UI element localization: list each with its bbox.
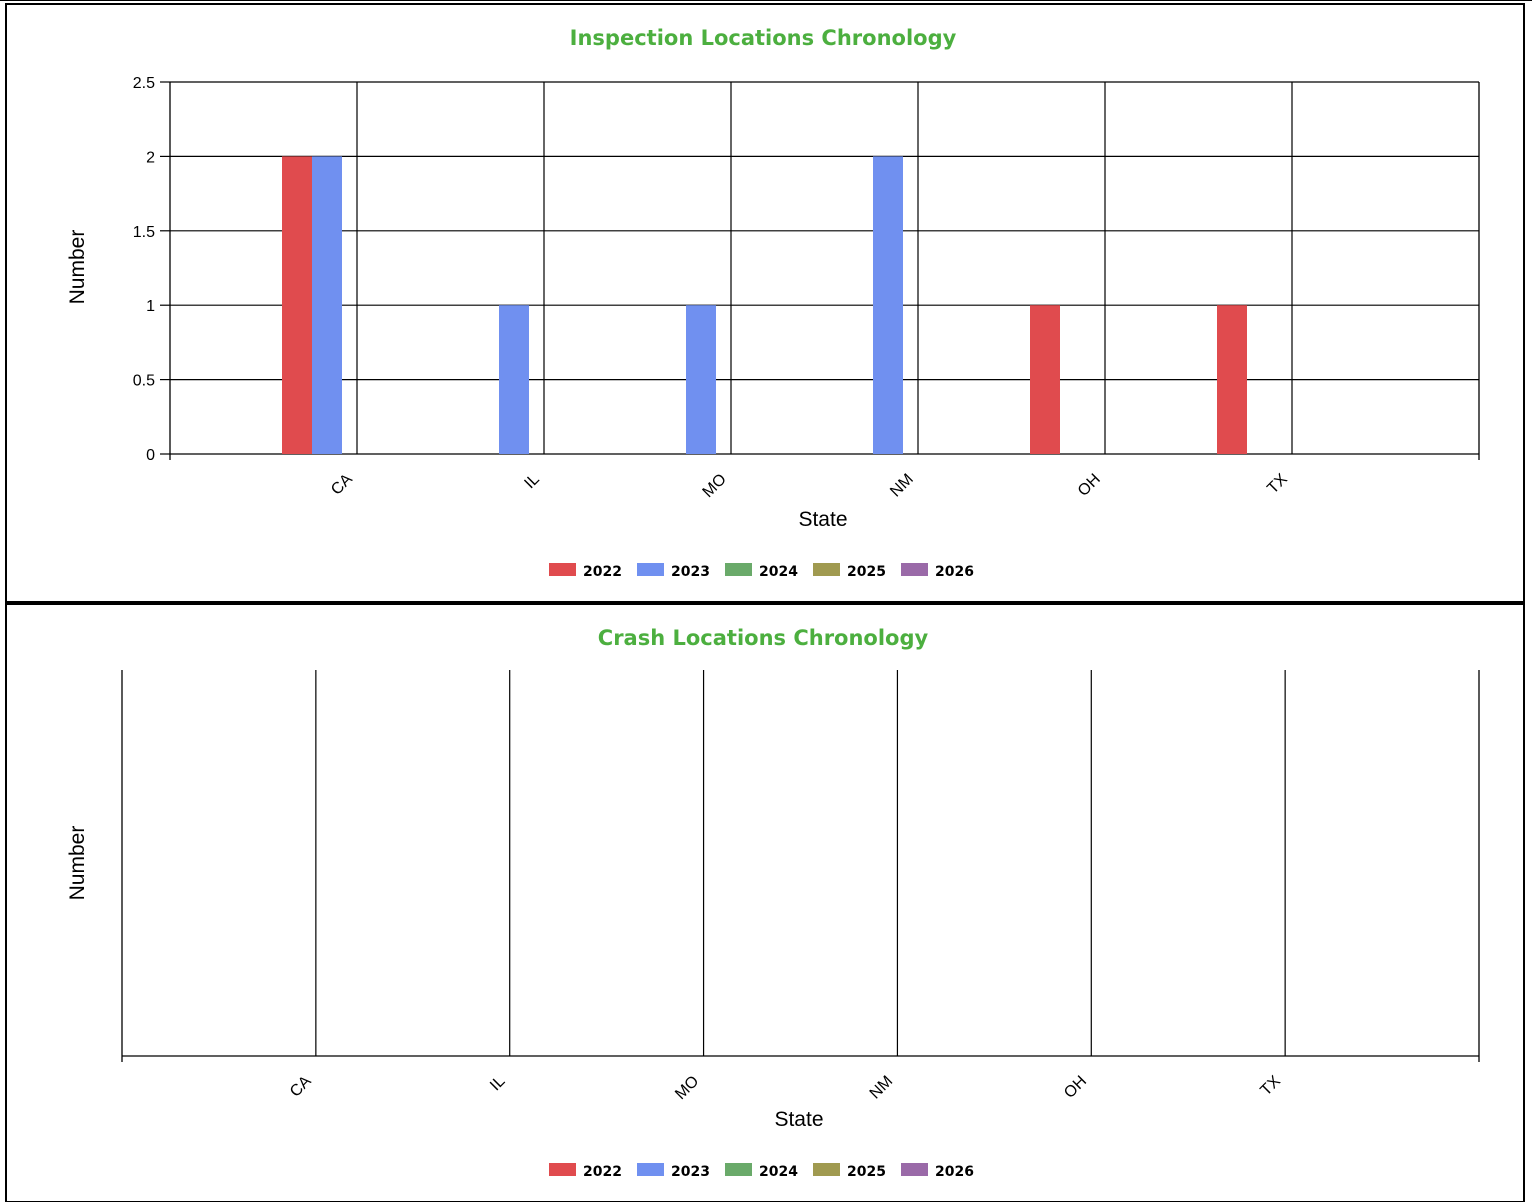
crash-legend-label-2026: 2026: [935, 1164, 974, 1180]
inspection-x-tick-label-ca: CA: [328, 471, 356, 499]
crash-x-tick-label-il: IL: [487, 1073, 509, 1095]
crash-legend-label-2025: 2025: [847, 1164, 886, 1180]
inspection-legend-label-2022: 2022: [583, 564, 622, 580]
crash-legend-label-2023: 2023: [671, 1164, 710, 1180]
inspection-legend-swatch-2022: [549, 563, 576, 576]
inspection-legend-swatch-2025: [813, 563, 840, 576]
crash-chart-panel: Crash Locations Chronology CA IL MO NM OH TX St…: [5, 603, 1525, 1202]
inspection-bar-2022-TX: [1217, 305, 1247, 454]
crash-x-axis-title: State: [774, 1108, 823, 1131]
inspection-x-tick-label-mo: MO: [700, 471, 730, 501]
inspection-legend-swatch-2023: [637, 563, 664, 576]
crash-legend-label-2024: 2024: [759, 1164, 798, 1180]
crash-chart: Crash Locations Chronology CA IL MO NM OH TX St…: [66, 626, 1480, 1180]
inspection-bar-2023-MO: [686, 305, 716, 454]
crash-y-axis-title: Number: [66, 826, 89, 901]
inspection-x-tick-label-tx: TX: [1264, 471, 1291, 498]
crash-legend-swatch-2024: [725, 1163, 752, 1176]
crash-legend-swatch-2023: [637, 1163, 664, 1176]
inspection-y-tick-label: 0: [146, 447, 155, 464]
crash-x-tick-label-nm: NM: [867, 1073, 897, 1103]
crash-x-tick-label-mo: MO: [672, 1073, 702, 1103]
inspection-y-tick-label: 2: [146, 149, 155, 166]
crash-legend: 2022 2023 2024 2025 2026: [549, 1163, 974, 1180]
inspection-legend: 2022 2023 2024 2025 2026: [549, 563, 974, 580]
inspection-bar-2023-NM: [873, 156, 903, 454]
crash-chart-title: Crash Locations Chronology: [598, 626, 929, 650]
inspection-legend-label-2024: 2024: [759, 564, 798, 580]
inspection-x-tick-label-oh: OH: [1075, 471, 1104, 500]
crash-legend-swatch-2025: [813, 1163, 840, 1176]
inspection-legend-label-2026: 2026: [935, 564, 974, 580]
inspection-legend-label-2025: 2025: [847, 564, 886, 580]
inspection-bar-2023-IL: [499, 305, 529, 454]
inspection-x-tick-label-il: IL: [521, 471, 543, 493]
inspection-y-tick-label: 0.5: [133, 373, 155, 390]
inspection-x-tick-label-nm: NM: [887, 471, 917, 501]
page-frame-top: [0, 0, 1532, 4]
inspection-y-tick-label: 1: [146, 298, 155, 315]
crash-x-tick-label-tx: TX: [1257, 1073, 1284, 1100]
crash-legend-label-2022: 2022: [583, 1164, 622, 1180]
inspection-legend-label-2023: 2023: [671, 564, 710, 580]
crash-legend-swatch-2022: [549, 1163, 576, 1176]
inspection-chart: Inspection Locations Chronology 0 0.5 1 1.5 2…: [66, 26, 1480, 580]
inspection-y-tick-label: 2.5: [133, 75, 155, 92]
inspection-bar-2022-OH: [1030, 305, 1060, 454]
crash-legend-swatch-2026: [901, 1163, 928, 1176]
inspection-chart-title: Inspection Locations Chronology: [570, 26, 957, 50]
inspection-y-tick-label: 1.5: [133, 224, 155, 241]
inspection-legend-swatch-2026: [901, 563, 928, 576]
inspection-bar-2023-CA: [312, 156, 342, 454]
inspection-bar-2022-CA: [282, 156, 312, 454]
inspection-chart-panel: Inspection Locations Chronology 0 0.5 1 1.5 2…: [5, 3, 1525, 603]
inspection-x-axis-title: State: [798, 508, 847, 531]
inspection-y-axis-title: Number: [66, 230, 89, 305]
crash-x-tick-label-ca: CA: [287, 1073, 315, 1101]
inspection-legend-swatch-2024: [725, 563, 752, 576]
crash-x-tick-label-oh: OH: [1061, 1073, 1090, 1102]
